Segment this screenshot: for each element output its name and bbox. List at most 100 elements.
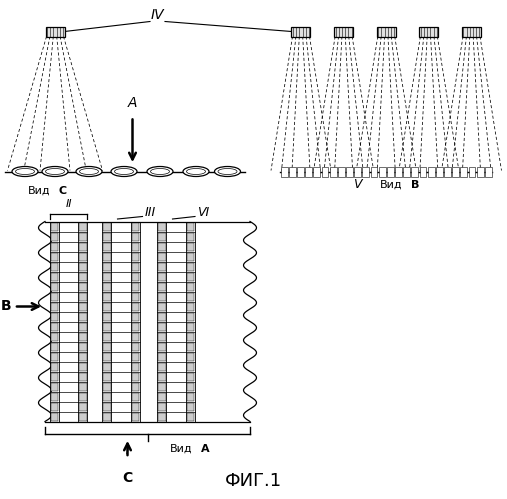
Bar [403, 167, 410, 177]
Bar [79, 272, 87, 280]
Bar [103, 312, 111, 320]
Bar [132, 312, 139, 320]
Bar [132, 383, 139, 391]
Bar [103, 372, 111, 381]
Bar [132, 282, 139, 290]
Bar [51, 252, 58, 260]
Bar [103, 262, 111, 270]
Bar [281, 167, 287, 177]
Bar [79, 403, 87, 411]
Bar [187, 322, 194, 330]
Bar [187, 243, 194, 250]
Bar [289, 167, 296, 177]
Text: A: A [201, 444, 209, 454]
Bar [377, 26, 396, 36]
Bar [79, 252, 87, 260]
Bar [313, 167, 320, 177]
Bar [51, 223, 58, 231]
Bar [187, 332, 194, 340]
Bar [158, 243, 166, 250]
Text: ФИГ.1: ФИГ.1 [225, 473, 282, 491]
Bar [187, 312, 194, 320]
Bar [354, 167, 361, 177]
Bar [132, 272, 139, 280]
Bar [132, 233, 139, 241]
Bar [132, 393, 139, 401]
Bar [292, 26, 310, 36]
Bar [51, 342, 58, 350]
Bar [103, 352, 111, 360]
Bar [103, 403, 111, 411]
Text: V: V [353, 178, 362, 191]
Ellipse shape [46, 169, 64, 175]
Bar [51, 243, 58, 250]
Ellipse shape [12, 167, 38, 177]
Bar [158, 312, 166, 320]
Bar [132, 352, 139, 360]
Ellipse shape [214, 167, 240, 177]
Bar [462, 26, 481, 36]
Bar [187, 272, 194, 280]
Bar [158, 292, 166, 300]
Bar [79, 312, 87, 320]
Bar [187, 262, 194, 270]
Bar [158, 352, 166, 360]
Bar [79, 352, 87, 360]
Bar [387, 167, 394, 177]
Bar [158, 403, 166, 411]
Bar [79, 243, 87, 250]
Bar [51, 403, 58, 411]
Bar [51, 262, 58, 270]
Bar [132, 252, 139, 260]
Ellipse shape [115, 169, 133, 175]
Bar [338, 167, 345, 177]
Bar [46, 26, 64, 36]
Bar [79, 302, 87, 310]
Bar [103, 322, 111, 330]
Bar [132, 223, 139, 231]
Text: Вид: Вид [170, 444, 193, 454]
Bar [79, 322, 87, 330]
Bar [51, 272, 58, 280]
Bar [158, 252, 166, 260]
Bar [297, 167, 304, 177]
Bar [187, 282, 194, 290]
Bar [51, 292, 58, 300]
Bar [428, 167, 434, 177]
Bar [420, 167, 426, 177]
Bar [379, 167, 386, 177]
Bar [158, 332, 166, 340]
Bar [51, 413, 58, 421]
Bar [158, 282, 166, 290]
Bar [103, 272, 111, 280]
Bar [103, 252, 111, 260]
Bar [103, 223, 111, 231]
Bar [132, 332, 139, 340]
Bar [132, 292, 139, 300]
Ellipse shape [218, 169, 237, 175]
Bar [51, 233, 58, 241]
Bar [187, 292, 194, 300]
Bar [187, 342, 194, 350]
Bar [158, 413, 166, 421]
Bar [132, 403, 139, 411]
Text: Вид: Вид [380, 180, 403, 190]
Bar [468, 167, 476, 177]
Bar [187, 413, 194, 421]
Bar [158, 233, 166, 241]
Bar [132, 362, 139, 370]
Bar [103, 292, 111, 300]
Bar [132, 322, 139, 330]
Bar [187, 252, 194, 260]
Bar [51, 352, 58, 360]
Bar [419, 26, 439, 36]
Bar [158, 342, 166, 350]
Bar [79, 292, 87, 300]
Bar [305, 167, 312, 177]
Bar [477, 167, 484, 177]
Text: A: A [128, 95, 137, 109]
Bar [158, 262, 166, 270]
Bar [103, 233, 111, 241]
Text: I: I [126, 444, 129, 457]
Bar [334, 26, 353, 36]
